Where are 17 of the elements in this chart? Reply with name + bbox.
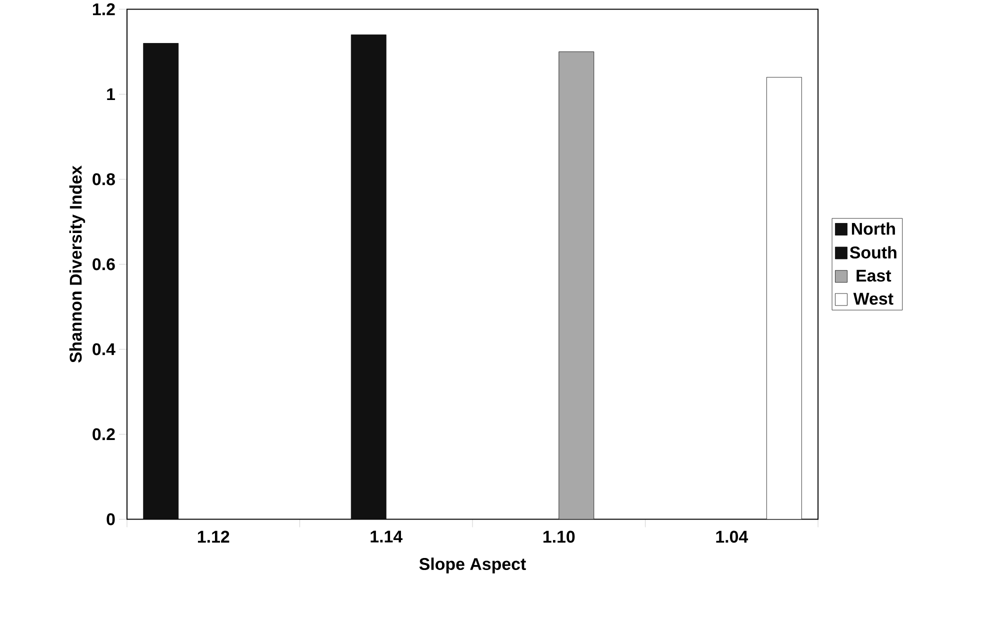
y-tick-label: 0.2 — [92, 428, 115, 440]
legend-label: East — [856, 270, 892, 282]
y-tick-label: 1.2 — [93, 3, 115, 16]
x-tick-label: 1.04 — [716, 530, 748, 543]
y-tick-label: 0.4 — [92, 343, 116, 356]
y-tick-label: 0.6 — [92, 258, 115, 270]
y-tick-label: 1 — [107, 88, 116, 100]
legend-label: West — [853, 292, 894, 305]
y-axis-title: Shannon Diversity Index — [69, 165, 86, 362]
y-tick-label: 0.8 — [92, 173, 115, 186]
x-axis-title: Slope Aspect — [419, 557, 526, 574]
legend-label: North — [852, 222, 895, 235]
y-tick-label: 0 — [106, 513, 115, 526]
x-tick-label: 1.14 — [370, 530, 403, 542]
x-tick-label: 1.12 — [198, 530, 230, 542]
x-tick-label: 1.10 — [543, 530, 575, 543]
legend-label: South — [850, 246, 896, 258]
